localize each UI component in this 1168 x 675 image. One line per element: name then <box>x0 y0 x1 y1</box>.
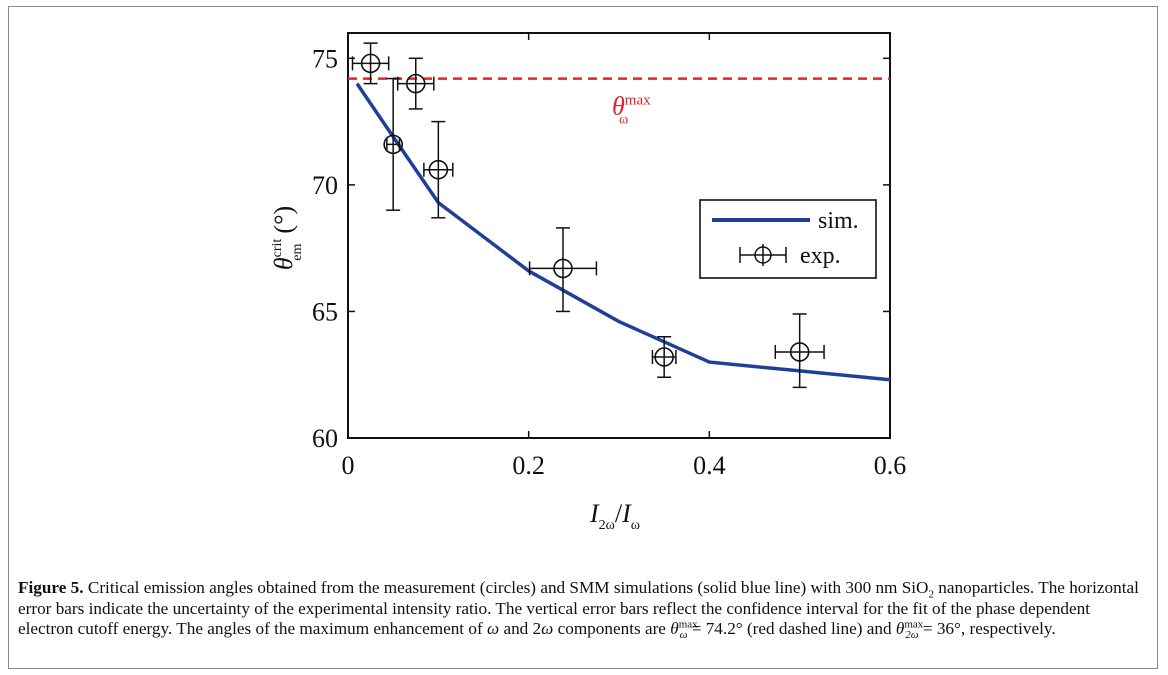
x-tick-label: 0.4 <box>693 451 726 480</box>
caption-theta-2omega: θmax2ω <box>895 618 924 642</box>
exp-marker <box>383 134 403 155</box>
x-label-main-1: I <box>589 499 600 528</box>
legend-exp-label: exp. <box>800 243 841 269</box>
exp-data-point <box>774 313 825 389</box>
y-label-main: θ <box>269 257 298 270</box>
y-axis-label: θcrit em (°) <box>269 206 305 270</box>
exp-data-point <box>396 57 435 110</box>
legend-sim-label: sim. <box>818 208 859 234</box>
exp-marker <box>428 159 449 180</box>
caption-theta-omega: θmaxω <box>670 618 698 642</box>
x-label-slash: / <box>615 499 623 528</box>
y-tick-label: 60 <box>312 424 338 453</box>
exp-data-point <box>651 336 677 378</box>
reference-label-sup: max <box>625 93 651 109</box>
legend: sim. exp. <box>699 199 877 279</box>
figure-caption: Figure 5. Critical emission angles obtai… <box>18 578 1148 642</box>
exp-marker <box>360 53 381 74</box>
y-tick-label: 70 <box>312 171 338 200</box>
caption-eq-2: = 36°, respectively. <box>918 619 1056 638</box>
legend-box <box>699 199 877 279</box>
y-tick-label: 75 <box>312 44 338 73</box>
x-tick-label: 0 <box>342 451 355 480</box>
caption-omega: ω <box>487 619 500 638</box>
exp-marker <box>654 347 674 367</box>
y-label-sup: crit <box>270 239 285 258</box>
x-label-main-2: I <box>621 499 632 528</box>
reference-line-label: θmax <box>612 92 651 121</box>
caption-text-2: nanoparticles. The horizontal error bars… <box>18 578 1139 638</box>
exp-data-point <box>351 42 390 85</box>
plot-area <box>347 32 891 439</box>
exp-data-point <box>423 120 454 219</box>
x-label-sub-1: 2ω <box>599 518 615 533</box>
caption-sio2-sub: 2 <box>928 588 934 601</box>
exp-data-point <box>528 227 598 313</box>
reference-label-sub: ω <box>619 113 628 128</box>
caption-text-3: components are <box>553 619 671 638</box>
caption-text-1: Critical emission angles obtained from t… <box>83 578 929 597</box>
y-tick-label: 65 <box>312 297 338 326</box>
legend-exp-swatch <box>739 244 787 266</box>
caption-eq-1: = 74.2° (red dashed line) and <box>687 619 896 638</box>
y-label-unit: (°) <box>269 206 298 234</box>
exp-marker <box>405 73 426 94</box>
figure-frame <box>8 6 1158 669</box>
exp-data-point <box>383 77 403 211</box>
caption-label: Figure 5. <box>18 578 84 597</box>
x-label-sub-2: ω <box>631 518 640 533</box>
caption-omega-2: ω <box>541 619 554 638</box>
y-label-sub: em <box>290 243 305 260</box>
x-tick-label: 0.2 <box>512 451 545 480</box>
exp-marker <box>553 258 573 279</box>
reference-label-main: θ <box>612 92 625 121</box>
x-tick-label: 0.6 <box>874 451 907 480</box>
x-axis-label: I2ω/Iω <box>589 499 640 533</box>
caption-and: and 2 <box>499 619 542 638</box>
exp-marker <box>789 342 810 362</box>
